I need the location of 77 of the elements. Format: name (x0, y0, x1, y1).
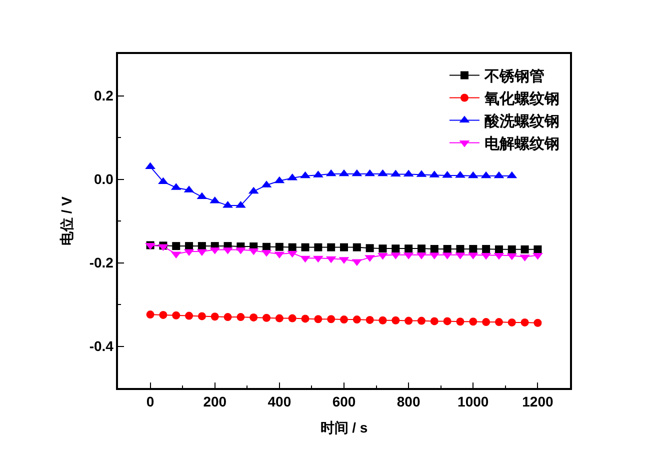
point (508, 245, 516, 254)
point (482, 318, 490, 326)
point (392, 316, 400, 324)
x-axis-title: 时间 / s (320, 419, 368, 436)
point (378, 252, 388, 260)
point (352, 316, 361, 324)
point (275, 314, 284, 322)
legend-label: 不锈钢管 (483, 68, 544, 86)
point (392, 244, 400, 253)
point (456, 244, 464, 253)
point (378, 169, 388, 176)
point (352, 243, 361, 252)
point (404, 316, 413, 325)
point (455, 170, 466, 178)
point (494, 318, 503, 326)
point (327, 243, 336, 252)
point (236, 313, 245, 322)
point (288, 314, 296, 322)
point (250, 313, 258, 322)
point (158, 177, 168, 184)
point (300, 171, 310, 178)
x-tick-label: 400 (268, 394, 292, 410)
point (340, 316, 348, 324)
point (534, 245, 542, 254)
point (366, 316, 374, 324)
point (314, 315, 322, 324)
point (456, 318, 464, 326)
point (198, 312, 206, 320)
point (300, 256, 310, 263)
point (482, 244, 490, 253)
point (172, 311, 180, 320)
point (301, 243, 310, 252)
point (378, 316, 387, 324)
y-axis-title: 电位 / V (58, 196, 74, 246)
x-tick-label: 200 (203, 394, 227, 410)
point (443, 317, 452, 326)
point (146, 310, 154, 319)
point (417, 244, 426, 253)
x-tick-label: 1200 (522, 394, 554, 410)
point (366, 244, 374, 252)
y-tick-label: 0.0 (94, 171, 114, 188)
x-tick-label: 1000 (458, 394, 489, 410)
y-tick-label: -0.2 (89, 254, 114, 271)
point (417, 316, 426, 325)
x-tick-label: 0 (146, 394, 154, 410)
point (443, 244, 452, 253)
point (508, 318, 516, 326)
y-tick-label: -0.4 (89, 338, 114, 354)
point (378, 244, 387, 253)
point (314, 243, 322, 252)
point (494, 245, 503, 254)
point (159, 310, 168, 319)
y-tick-label: 0.2 (94, 88, 114, 104)
legend-label: 电解螺纹钢 (484, 136, 560, 153)
point (210, 312, 219, 321)
point (275, 242, 284, 251)
point (534, 318, 542, 327)
point (404, 244, 413, 253)
point (327, 315, 336, 324)
point (262, 314, 271, 322)
point (469, 244, 478, 253)
point (301, 314, 310, 323)
point (185, 312, 194, 320)
point (340, 243, 348, 252)
x-tick-label: 600 (332, 394, 356, 410)
point (172, 242, 180, 250)
x-tick-label: 800 (396, 394, 420, 410)
point (520, 318, 529, 326)
point (224, 313, 232, 322)
point (520, 245, 529, 254)
point (430, 317, 438, 326)
legend-label: 氧化螺纹钢 (483, 90, 560, 108)
legend-label: 酸洗螺纹钢 (484, 113, 560, 130)
point (430, 244, 438, 253)
point (288, 243, 296, 252)
point (469, 318, 478, 326)
point (532, 252, 543, 260)
